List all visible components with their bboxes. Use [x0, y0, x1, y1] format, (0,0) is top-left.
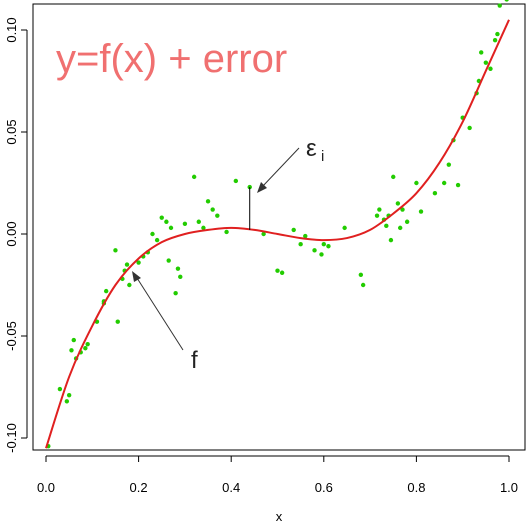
data-point [279, 270, 285, 275]
data-point [154, 237, 160, 243]
error-label-subscript: i [321, 148, 324, 165]
data-point [124, 262, 130, 267]
data-point [467, 125, 472, 131]
x-tick-label: 0.6 [315, 480, 333, 495]
data-point [210, 207, 215, 212]
data-point [319, 252, 324, 257]
data-point [492, 38, 498, 43]
data-point [360, 282, 366, 288]
data-point [397, 225, 403, 231]
data-point [414, 180, 419, 186]
data-point [173, 290, 178, 296]
data-point [205, 199, 211, 204]
data-point [191, 174, 197, 180]
data-point [497, 3, 502, 8]
data-point [342, 225, 347, 231]
data-point [418, 209, 424, 214]
data-point [504, 0, 509, 2]
data-point [71, 337, 76, 343]
data-point [391, 174, 396, 180]
data-point [404, 219, 410, 224]
data-point [103, 288, 109, 294]
data-point [168, 225, 174, 231]
data-points [46, 0, 509, 449]
data-point [224, 229, 229, 235]
data-point [182, 221, 188, 226]
data-point [446, 162, 452, 167]
data-point [455, 182, 461, 188]
data-point [66, 392, 72, 398]
data-point [178, 274, 183, 280]
x-axis-title: x [276, 509, 283, 524]
x-tick-label: 0.4 [222, 480, 240, 495]
data-point [441, 180, 447, 186]
data-point [115, 319, 120, 324]
x-tick-label: 0.8 [407, 480, 425, 495]
data-point [374, 213, 380, 218]
data-point [64, 399, 70, 404]
data-point [400, 207, 405, 212]
data-point [196, 219, 201, 224]
data-point [175, 266, 181, 271]
data-point [388, 237, 394, 243]
data-point [150, 231, 155, 237]
data-point [85, 341, 90, 347]
data-point [479, 50, 484, 55]
data-point [215, 213, 220, 218]
data-point [395, 201, 401, 206]
data-point [377, 207, 382, 212]
data-point [298, 242, 303, 247]
curve-arrow-line [136, 277, 184, 351]
chart-title: y=f(x) + error [56, 37, 287, 81]
error-arrow-head [257, 182, 267, 193]
error-label: ε [306, 135, 317, 162]
data-point [312, 248, 317, 253]
data-point [159, 215, 164, 220]
data-point [432, 191, 438, 196]
curve-label: f [191, 347, 198, 374]
data-point [83, 346, 88, 351]
y-tick-label: 0.10 [4, 17, 19, 42]
data-point [233, 178, 239, 184]
x-tick-label: 0.2 [130, 480, 148, 495]
plot-frame [32, 3, 526, 451]
data-point [291, 227, 296, 233]
data-point [495, 31, 500, 37]
error-arrow-line [261, 147, 300, 188]
data-point [166, 258, 171, 263]
y-tick-label: 0.05 [4, 119, 19, 144]
data-point [261, 231, 266, 237]
data-point [321, 242, 326, 247]
data-point [303, 233, 308, 239]
data-point [384, 223, 389, 229]
data-point [275, 268, 280, 273]
y-tick-label: -0.05 [4, 321, 19, 351]
data-point [164, 219, 169, 224]
fitted-curve-f [45, 19, 510, 449]
y-tick-label: 0.00 [4, 221, 19, 246]
curve-arrow-head [132, 271, 141, 282]
data-point [113, 248, 118, 253]
x-tick-label: 1.0 [500, 480, 518, 495]
axes: 0.0 0.2 0.4 0.6 0.8 1.0 -0.10 -0.05 0.00 0.05 0.10 [4, 17, 518, 495]
data-point [326, 244, 331, 249]
data-point [483, 60, 489, 65]
data-point [358, 272, 364, 277]
x-tick-label: 0.0 [37, 480, 55, 495]
data-point [201, 225, 206, 231]
y-tick-label: -0.10 [4, 423, 19, 453]
data-point [57, 386, 63, 392]
data-point [127, 282, 132, 288]
data-point [69, 348, 74, 353]
data-point [136, 260, 141, 265]
data-point [488, 66, 493, 71]
